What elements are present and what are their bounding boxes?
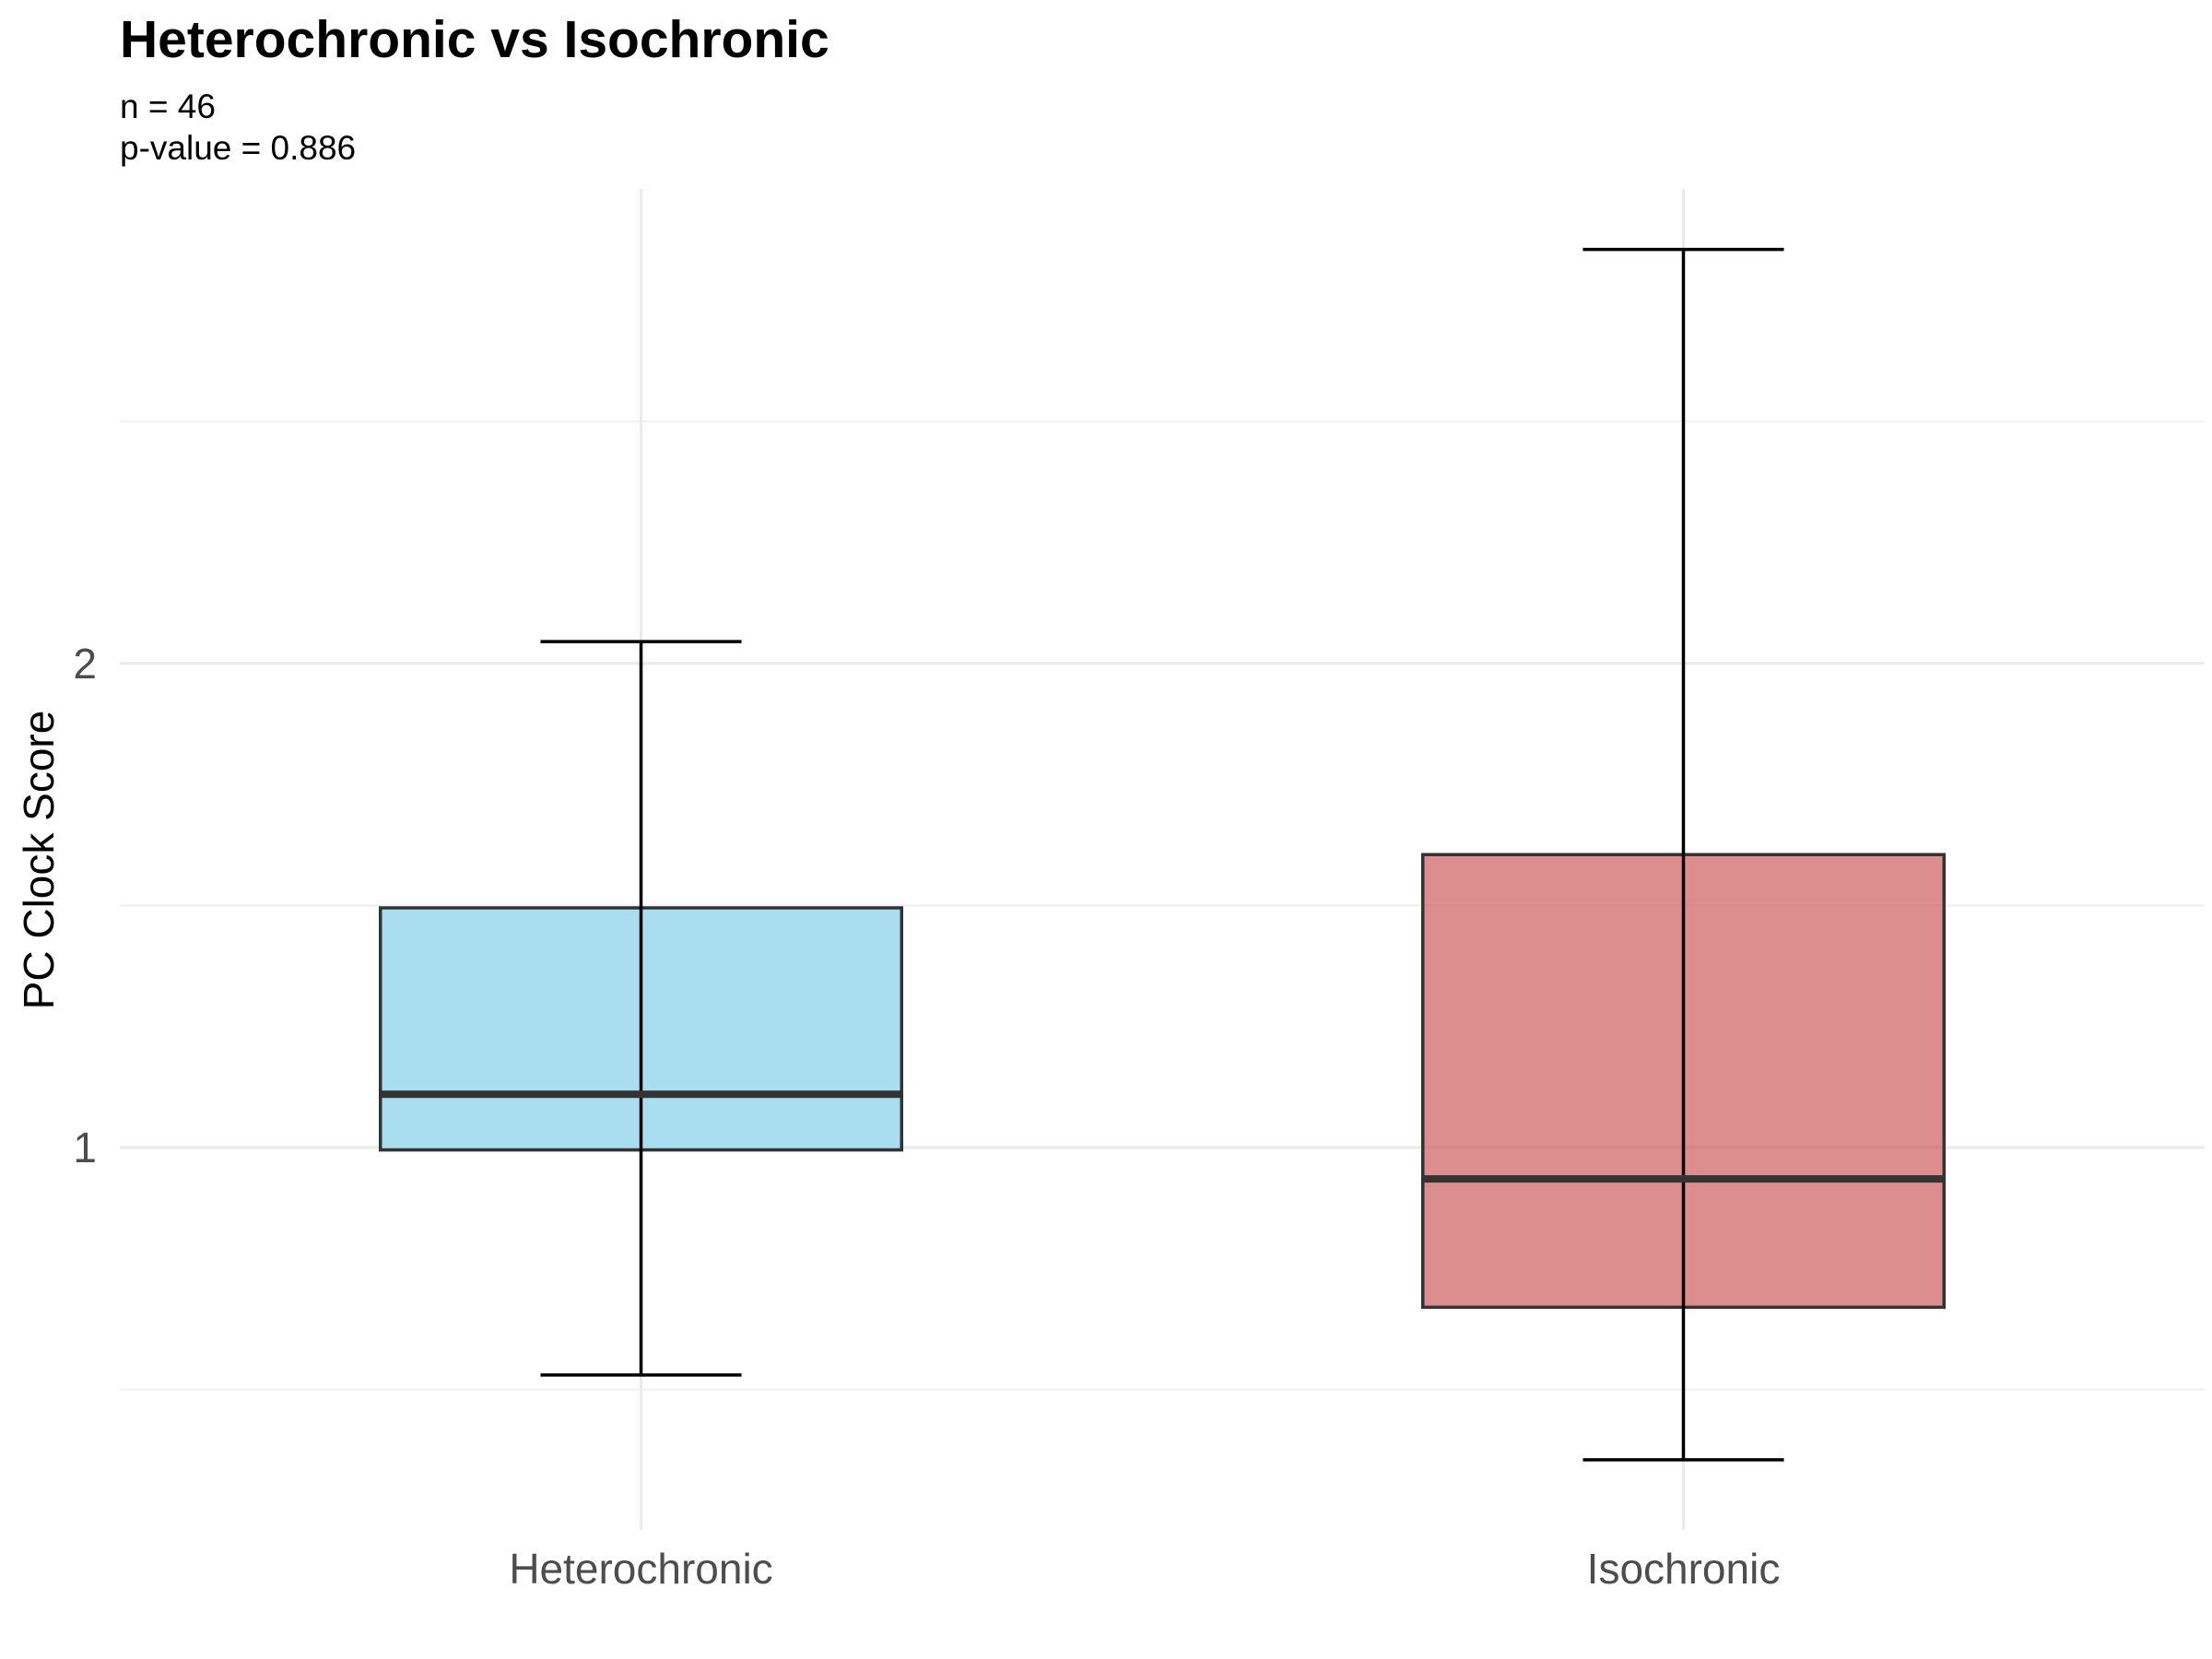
boxes-layer: [379, 247, 1946, 1462]
x-tick-label-1: Isochronic: [1587, 1545, 1781, 1593]
y-axis-title: PC Clock Score: [15, 711, 63, 1010]
chart-subtitle-p-value: p-value = 0.886: [120, 129, 356, 167]
x-tick-labels: Heterochronic Isochronic: [509, 1545, 1780, 1593]
box-1: [1421, 247, 1946, 1462]
chart-title: Heterochronic vs Isochronic: [120, 10, 830, 69]
y-tick-label-1: 2: [73, 640, 97, 688]
box-0: [379, 640, 903, 1377]
chart-subtitle-n: n = 46: [120, 88, 216, 125]
x-tick-label-0: Heterochronic: [509, 1545, 772, 1593]
y-tick-label-0: 1: [73, 1124, 97, 1171]
y-tick-labels: 12: [73, 640, 97, 1171]
